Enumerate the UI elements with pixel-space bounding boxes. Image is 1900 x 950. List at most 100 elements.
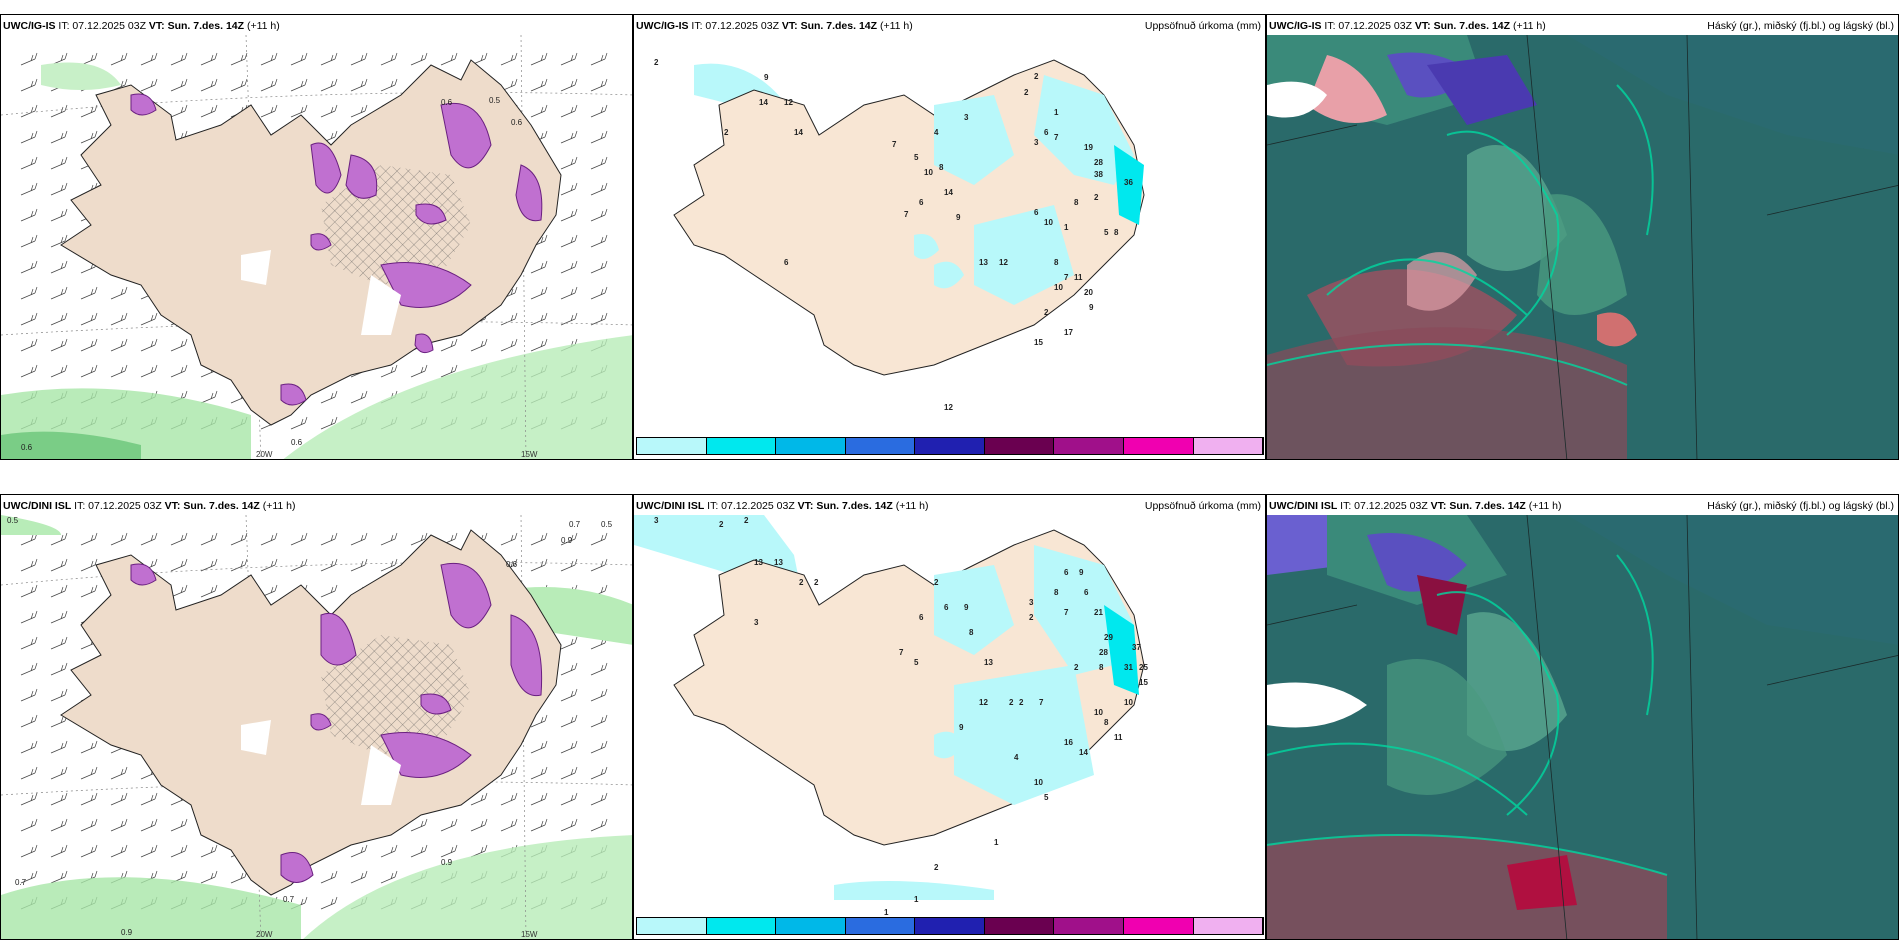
model-name: UWC/DINI ISL: [3, 500, 72, 512]
wind-barb: [410, 532, 428, 546]
wind-barb: [440, 52, 458, 66]
wind-barb: [200, 844, 218, 858]
wind-barb: [80, 844, 98, 858]
wind-barb: [140, 818, 158, 832]
wind-barb: [20, 286, 38, 300]
wind-barb: [530, 766, 548, 780]
wind-barb: [170, 818, 188, 832]
wind-barb: [320, 870, 338, 884]
precip-value: 2: [1009, 698, 1014, 707]
wind-barb: [50, 208, 68, 222]
wind-barb: [20, 610, 38, 624]
precip-value: 7: [1054, 133, 1059, 142]
wind-barb: [50, 766, 68, 780]
wind-barb: [560, 792, 578, 806]
wind-barb: [560, 688, 578, 702]
precip-value: 7: [892, 140, 897, 149]
wind-barb: [530, 312, 548, 326]
model-name: UWC/IG-IS: [1269, 20, 1322, 32]
precip-value: 1: [884, 908, 889, 917]
colorbar-tick: 50: [845, 458, 915, 459]
wind-barb: [50, 636, 68, 650]
lead-time: (+11 h): [1528, 500, 1562, 512]
value-label: 0.9: [561, 536, 573, 545]
precip-value: 10: [1034, 778, 1043, 787]
model-name: UWC/IG-IS: [636, 20, 689, 32]
value-label: 0.9: [121, 928, 133, 937]
colorbar-tick: 10: [706, 458, 776, 459]
value-label: 0.6: [511, 118, 523, 127]
wind-barb: [140, 364, 158, 378]
precip-value: 29: [1104, 633, 1113, 642]
wind-barb: [230, 78, 248, 92]
wind-barb: [20, 234, 38, 248]
wind-map-panel-igis: UWC/IG-IS IT: 07.12.2025 03Z VT: Sun. 7.…: [0, 14, 633, 460]
precip-value: 38: [1094, 170, 1103, 179]
wind-barb: [530, 532, 548, 546]
wind-barb: [200, 584, 218, 598]
precip-value: 14: [794, 128, 803, 137]
wind-barb: [20, 156, 38, 170]
lead-time: (+11 h): [246, 20, 280, 32]
colorbar-tick: 100: [984, 458, 1054, 459]
colorbar-segment: [1123, 918, 1194, 934]
precip-value: 2: [1044, 308, 1049, 317]
wind-barb: [260, 78, 278, 92]
wind-barb: [20, 182, 38, 196]
wind-barb: [140, 532, 158, 546]
wind-barb: [80, 338, 98, 352]
wind-barb: [200, 532, 218, 546]
wind-barb: [290, 104, 308, 118]
wind-barb: [140, 338, 158, 352]
wind-barb: [560, 260, 578, 274]
colorbar-tick: 25: [775, 458, 845, 459]
precip-colorbar: [636, 437, 1264, 455]
wind-barb: [530, 338, 548, 352]
precip-value: 2: [719, 520, 724, 529]
precip-value: 6: [919, 198, 924, 207]
colorbar-tick: 1: [636, 458, 706, 459]
value-label: 0.7: [283, 895, 295, 904]
wind-barb: [80, 584, 98, 598]
colorbar-segment: [915, 438, 985, 454]
wind-barb: [260, 52, 278, 66]
colorbar-segment: [776, 438, 846, 454]
value-label: 0.7: [15, 878, 27, 887]
valid-time: VT: Sun. 7.des. 14Z: [781, 20, 878, 32]
precip-value: 6: [1084, 588, 1089, 597]
precip-value: 2: [1074, 663, 1079, 672]
wind-barb: [80, 792, 98, 806]
colorbar-segment: [1193, 438, 1264, 454]
wind-barb: [560, 532, 578, 546]
precip-value: 2: [934, 863, 939, 872]
wind-barb: [20, 312, 38, 326]
panel-header: UWC/DINI ISL IT: 07.12.2025 03Z VT: Sun.…: [636, 497, 1261, 515]
wind-barb: [560, 52, 578, 66]
wind-barb: [590, 740, 608, 754]
wind-barb: [20, 130, 38, 144]
wind-barb: [560, 234, 578, 248]
init-time: IT: 07.12.2025 03Z: [691, 20, 779, 32]
wind-barb: [500, 792, 518, 806]
wind-barb: [410, 818, 428, 832]
valid-time: VT: Sun. 7.des. 14Z: [797, 500, 893, 512]
wind-map-panel-dini: UWC/DINI ISL IT: 07.12.2025 03Z VT: Sun.…: [0, 494, 633, 940]
value-label: 0.5: [489, 96, 501, 105]
wind-barb: [170, 558, 188, 572]
colorbar-tick: 100: [984, 938, 1054, 939]
wind-barb: [80, 286, 98, 300]
wind-barb: [110, 818, 128, 832]
lon-label-20w: 20W: [256, 930, 273, 939]
wind-barb: [230, 52, 248, 66]
precip-value: 7: [904, 210, 909, 219]
precip-value: 5: [1044, 793, 1049, 802]
colorbar-segment: [1193, 918, 1264, 934]
wind-barb: [50, 740, 68, 754]
precip-value: 14: [759, 98, 768, 107]
precip-value: 15: [1034, 338, 1043, 347]
wind-barb: [20, 78, 38, 92]
init-time: IT: 07.12.2025 03Z: [707, 500, 795, 512]
precip-value: 3: [754, 618, 759, 627]
wind-barb: [170, 338, 188, 352]
wind-barb: [590, 78, 608, 92]
